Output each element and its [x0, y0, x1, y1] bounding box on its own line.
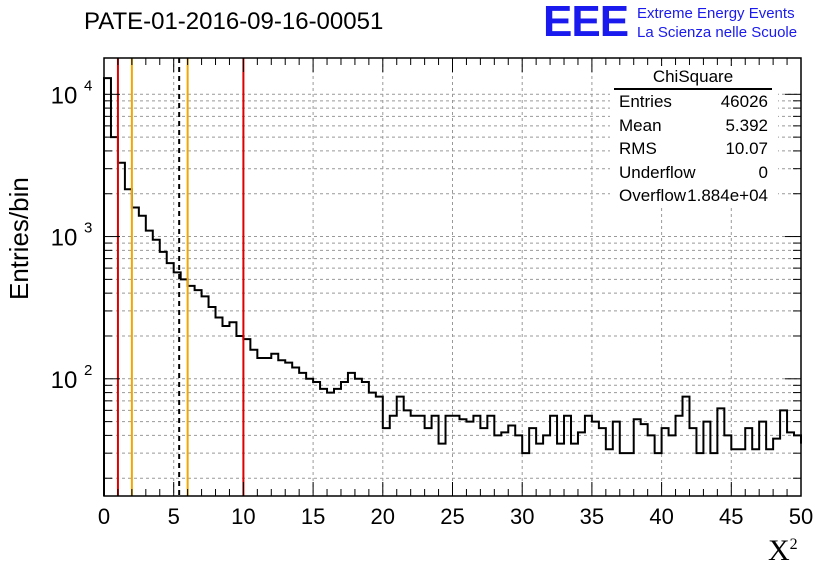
x-tick-label: 10	[231, 504, 255, 529]
stats-row-mean: Mean 5.392	[610, 114, 778, 138]
stats-row-entries: Entries 46026	[610, 90, 778, 114]
x-tick-label: 15	[301, 504, 325, 529]
stats-value: 0	[758, 162, 768, 182]
stats-row-underflow: Underflow 0	[610, 161, 778, 185]
y-tick-exponent: 2	[84, 362, 92, 379]
x-tick-label: 0	[98, 504, 110, 529]
y-tick-exponent: 3	[84, 220, 92, 237]
logo-line-2: La Scienza nelle Scuole	[637, 24, 798, 41]
stats-label: Mean	[619, 115, 662, 135]
histogram-line	[103, 77, 802, 496]
x-tick-label: 50	[789, 504, 813, 529]
x-tick-label: 20	[371, 504, 395, 529]
x-axis-label: X2	[768, 534, 798, 567]
stats-row-overflow: Overflow 1.884e+04	[610, 184, 778, 208]
stats-row-rms: RMS 10.07	[610, 137, 778, 161]
stats-value: 1.884e+04	[687, 186, 768, 205]
stats-box-title: ChiSquare	[614, 66, 772, 90]
eee-logo: EEE	[543, 0, 629, 46]
chart-title: PATE-01-2016-09-16-00051	[84, 8, 384, 35]
stats-label: Underflow	[619, 162, 696, 182]
y-tick-label: 10	[51, 82, 78, 109]
stats-label: Overflow	[619, 186, 687, 205]
stats-value: 46026	[720, 92, 768, 111]
stats-label: RMS	[619, 139, 657, 158]
stats-value: 5.392	[725, 115, 768, 135]
y-axis-label: Entries/bin	[4, 177, 34, 300]
stats-value: 10.07	[725, 139, 768, 158]
y-tick-label: 10	[51, 367, 78, 394]
y-tick-exponent: 4	[84, 77, 92, 94]
y-tick-label: 10	[51, 225, 78, 252]
stats-box: ChiSquare Entries 46026 Mean 5.392 RMS 1…	[610, 66, 778, 208]
x-tick-label: 45	[719, 504, 743, 529]
x-tick-label: 5	[168, 504, 180, 529]
stats-label: Entries	[619, 92, 672, 111]
x-tick-label: 35	[580, 504, 604, 529]
x-tick-label: 25	[440, 504, 464, 529]
x-tick-label: 40	[649, 504, 673, 529]
logo-line-1: Extreme Energy Events	[637, 5, 795, 22]
x-tick-label: 30	[510, 504, 534, 529]
